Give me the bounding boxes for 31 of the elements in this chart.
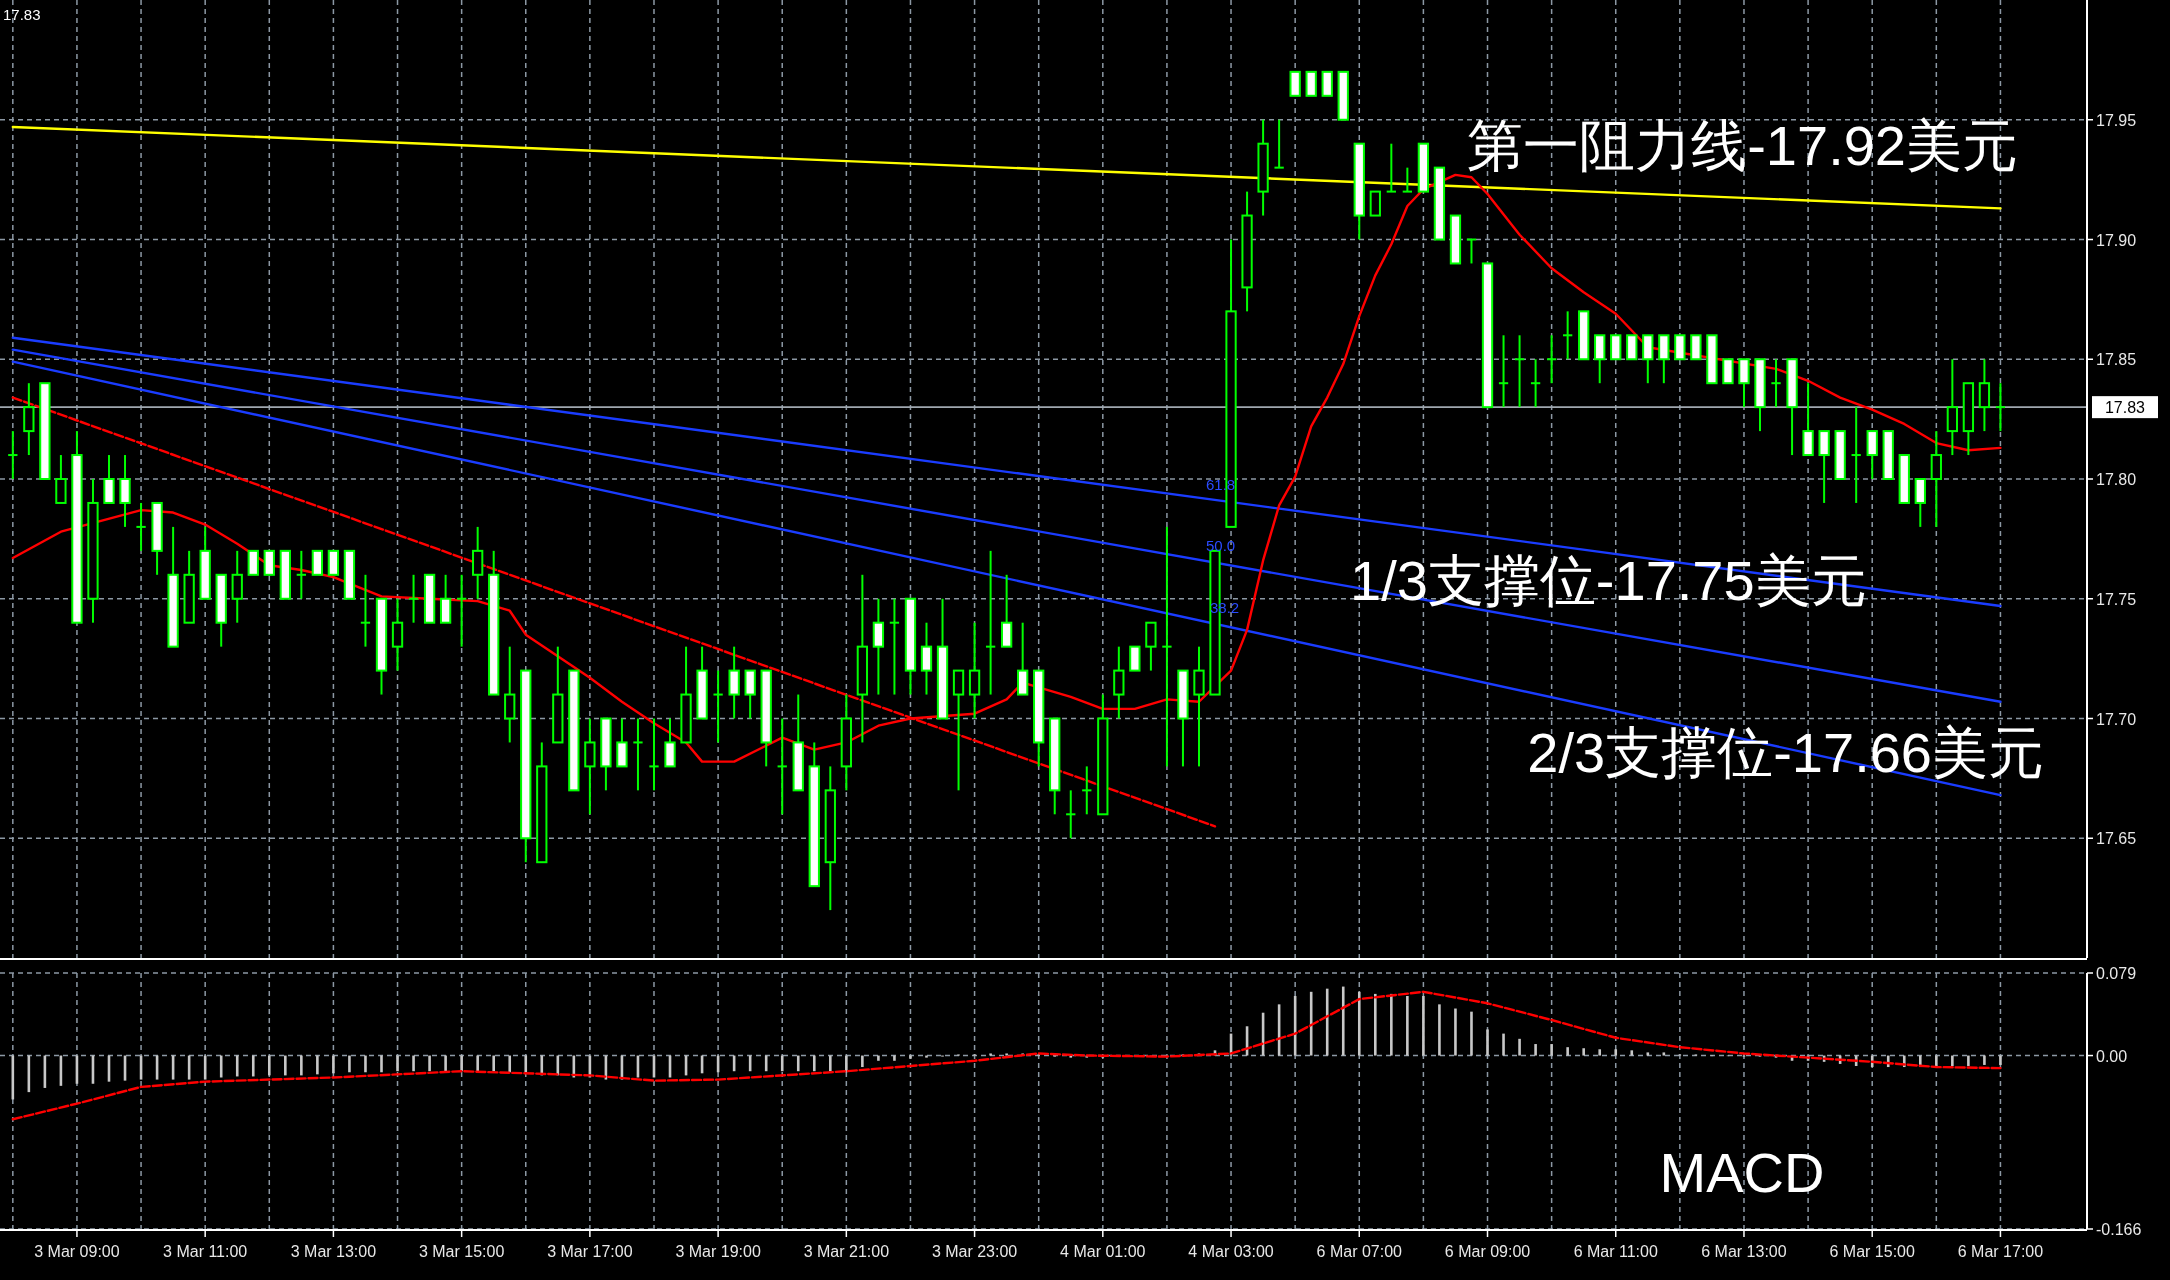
x-tick-label: 6 Mar 15:00 <box>1829 1243 1915 1260</box>
y-tick-label: 17.75 <box>2096 590 2137 608</box>
ref-line-label: 17.83 <box>2104 399 2146 417</box>
x-tick-label: 3 Mar 23:00 <box>931 1243 1018 1260</box>
x-tick-label: 3 Mar 17:00 <box>547 1243 633 1260</box>
y-tick-label: 17.85 <box>2096 351 2137 369</box>
x-tick-label: 3 Mar 13:00 <box>290 1243 377 1260</box>
x-tick-label: 6 Mar 07:00 <box>1316 1243 1403 1260</box>
x-tick-label: 6 Mar 17:00 <box>1957 1243 2044 1260</box>
x-tick-label: 3 Mar 21:00 <box>803 1243 890 1260</box>
y-tick-label: 0.079 <box>2096 965 2137 982</box>
x-tick-label: 6 Mar 11:00 <box>1573 1243 1658 1260</box>
y-tick-label: 0.00 <box>2096 1047 2128 1065</box>
annotation: MACD <box>1659 1141 1825 1204</box>
annotation: 17.83 <box>3 6 41 23</box>
y-tick-label: 17.70 <box>2096 710 2137 728</box>
annotation: 第一阻力线-17.92美元 <box>1467 114 2018 177</box>
y-tick-label: 17.90 <box>2096 231 2137 249</box>
x-tick-label: 6 Mar 09:00 <box>1444 1243 1531 1260</box>
y-tick-label: -0.166 <box>2096 1221 2142 1238</box>
x-tick-label: 6 Mar 13:00 <box>1701 1243 1787 1260</box>
x-tick-label: 3 Mar 15:00 <box>418 1243 505 1260</box>
y-tick-label: 17.80 <box>2096 471 2137 488</box>
y-tick-label: 17.95 <box>2096 111 2137 129</box>
x-tick-label: 4 Mar 03:00 <box>1188 1243 1274 1260</box>
x-tick-label: 3 Mar 11:00 <box>163 1243 248 1260</box>
annotation: 50.0 <box>1206 537 1236 554</box>
y-tick-label: 17.65 <box>2096 830 2137 848</box>
x-tick-label: 3 Mar 19:00 <box>675 1243 761 1260</box>
x-tick-label: 3 Mar 09:00 <box>34 1243 120 1260</box>
x-tick-label: 4 Mar 01:00 <box>1060 1243 1146 1260</box>
